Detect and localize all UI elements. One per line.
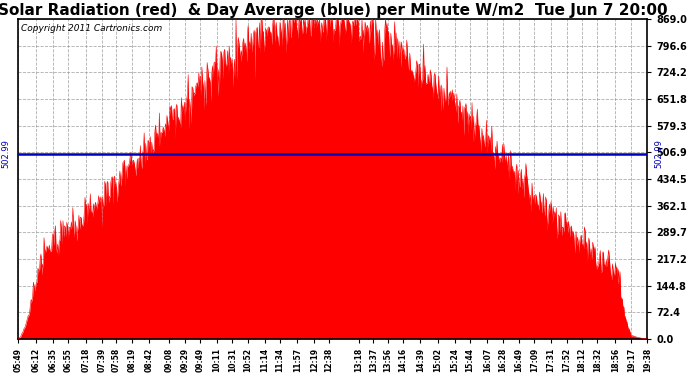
Text: 502.99: 502.99 — [655, 139, 664, 168]
Text: Copyright 2011 Cartronics.com: Copyright 2011 Cartronics.com — [21, 24, 163, 33]
Text: 502.99: 502.99 — [1, 139, 10, 168]
Title: Solar Radiation (red)  & Day Average (blue) per Minute W/m2  Tue Jun 7 20:00: Solar Radiation (red) & Day Average (blu… — [0, 3, 667, 18]
